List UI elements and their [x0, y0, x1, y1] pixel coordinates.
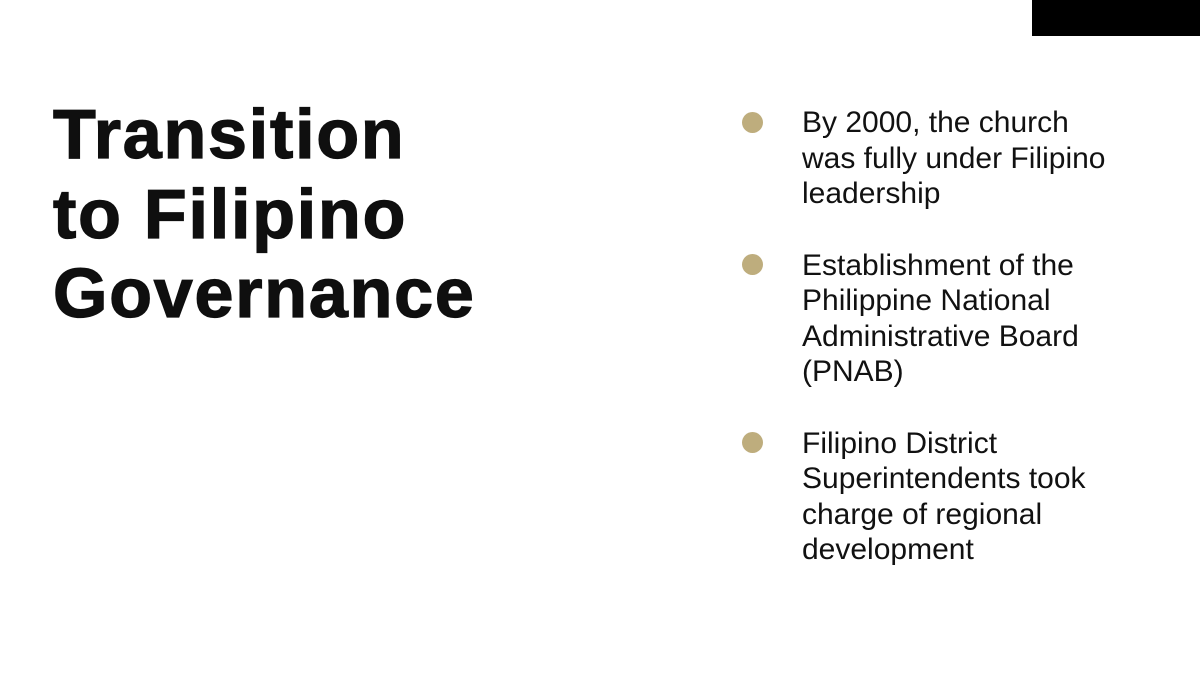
slide-title: Transition to Filipino Governance: [52, 94, 476, 332]
bullet-text: Filipino District Superintendents took c…: [802, 426, 1086, 567]
list-item: Establishment of the Philippine National…: [742, 248, 1162, 390]
bullet-text: By 2000, the church was fully under Fili…: [802, 106, 1106, 210]
list-item: By 2000, the church was fully under Fili…: [742, 105, 1162, 212]
bullet-dot-icon: [742, 111, 763, 133]
list-item: Filipino District Superintendents took c…: [742, 426, 1162, 568]
bullet-dot-icon: [742, 254, 763, 275]
bullet-dot-icon: [742, 432, 763, 453]
bullet-list: By 2000, the church was fully under Fili…: [742, 105, 1162, 604]
top-right-black-bar: [1032, 0, 1200, 36]
bullet-text: Establishment of the Philippine National…: [802, 248, 1079, 389]
